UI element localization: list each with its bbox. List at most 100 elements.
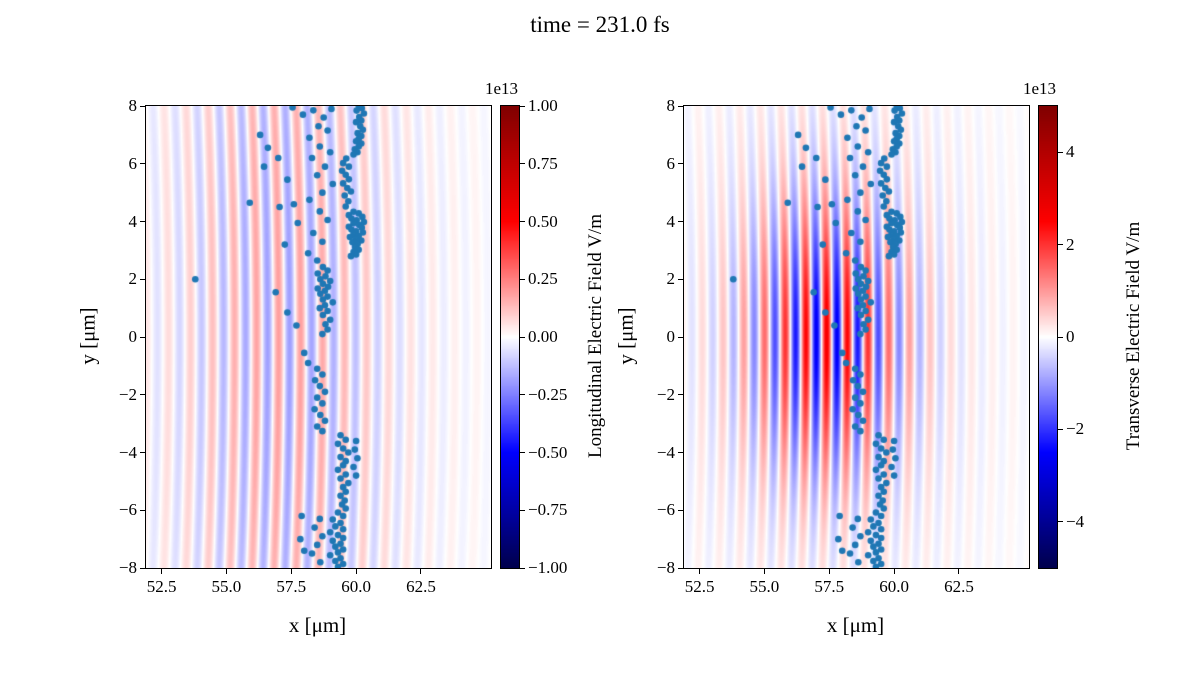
y-tick-label: 4 (128, 211, 138, 231)
y-tick-label: 8 (666, 96, 676, 115)
y-tick-mark (678, 394, 683, 396)
x-tick-label: 52.5 (684, 577, 715, 596)
y-tick-label: −6 (118, 500, 137, 520)
colorbar-tick-label: −4 (1066, 511, 1085, 531)
colorbar-tick-mark (520, 452, 525, 453)
y-tick-mark (678, 452, 683, 453)
x-tick-mark (958, 569, 960, 574)
x-tick-mark (161, 569, 163, 574)
y-tick-label: −6 (656, 500, 675, 520)
colorbar-transverse (1038, 105, 1058, 569)
x-tick-label: 62.5 (944, 577, 974, 596)
x-tick-label: 60.0 (879, 577, 909, 596)
colorbar-tick-label: 0.00 (528, 327, 558, 346)
y-tick-mark (678, 221, 683, 222)
x-tick-mark (828, 569, 830, 574)
colorbar-tick-label: 2 (1066, 234, 1075, 254)
y-tick-mark (678, 336, 683, 338)
y-tick-label: −4 (118, 442, 137, 462)
plot-area-longitudinal (145, 105, 492, 569)
colorbar-tick-label: −0.25 (528, 384, 568, 404)
y-tick-mark (678, 105, 683, 107)
colorbar-tick-label: 1.00 (528, 96, 558, 115)
y-tick-label: 2 (666, 269, 676, 289)
y-tick-mark (678, 278, 683, 280)
colorbar-tick-mark (1058, 521, 1063, 523)
x-tick-mark (355, 569, 357, 574)
colorbar-gradient-transverse (1039, 106, 1057, 568)
x-tick-label: 55.0 (749, 577, 780, 596)
colorbar-tick-mark (520, 567, 525, 569)
colorbar-offset-text: 1e13 (1022, 79, 1056, 98)
colorbar-tick-mark (1058, 336, 1063, 338)
x-tick-mark (763, 569, 765, 574)
y-tick-mark (678, 567, 683, 569)
colorbar-tick-mark (1058, 151, 1063, 153)
y-tick-mark (140, 336, 145, 338)
x-axis-label: x [μm] (288, 613, 347, 637)
colorbar-gradient-longitudinal (501, 106, 519, 568)
colorbar-tick-label: −0.50 (528, 442, 568, 462)
x-tick-label: 57.5 (276, 577, 307, 596)
colorbar-tick-mark (520, 278, 525, 280)
y-tick-label: −4 (656, 442, 675, 462)
x-axis-label: x [μm] (826, 613, 885, 637)
x-tick-label: 55.0 (211, 577, 242, 596)
colorbar-label-transverse: Transverse Electric Field V/m (1123, 221, 1144, 451)
y-tick-label: 0 (666, 327, 676, 346)
y-tick-mark (140, 567, 145, 569)
colorbar-tick-label: −2 (1066, 419, 1085, 439)
y-tick-label: 0 (128, 327, 138, 346)
x-tick-label: 52.5 (146, 577, 177, 596)
x-tick-label: 57.5 (814, 577, 845, 596)
figure-title: time = 231.0 fs (530, 12, 670, 37)
y-tick-mark (140, 105, 145, 107)
colorbar-tick-mark (520, 221, 525, 222)
y-tick-mark (678, 509, 683, 511)
colorbar-tick-mark (520, 336, 525, 338)
colorbar-tick-label: 0.75 (528, 153, 558, 173)
colorbar-tick-mark (1058, 244, 1063, 246)
colorbar-longitudinal (500, 105, 520, 569)
x-tick-mark (699, 569, 701, 574)
heatmap-canvas-longitudinal (146, 106, 491, 568)
y-tick-label: −2 (656, 384, 675, 404)
y-tick-mark (140, 394, 145, 396)
y-tick-label: 8 (128, 96, 138, 115)
x-tick-mark (290, 569, 292, 574)
colorbar-tick-label: 4 (1066, 142, 1075, 162)
y-tick-label: 4 (666, 211, 676, 231)
colorbar-tick-mark (520, 163, 525, 165)
y-tick-mark (140, 452, 145, 453)
x-tick-mark (893, 569, 895, 574)
x-tick-label: 62.5 (406, 577, 436, 596)
x-tick-mark (225, 569, 227, 574)
colorbar-tick-label: 0 (1066, 327, 1075, 346)
y-tick-label: 6 (128, 153, 138, 173)
x-tick-mark (420, 569, 422, 574)
colorbar-tick-mark (520, 394, 525, 396)
heatmap-canvas-transverse (684, 106, 1029, 568)
x-tick-label: 60.0 (341, 577, 371, 596)
y-tick-mark (140, 509, 145, 511)
y-tick-label: −8 (118, 558, 137, 577)
y-tick-label: −8 (656, 558, 675, 577)
colorbar-tick-label: −0.75 (528, 500, 568, 520)
colorbar-tick-mark (520, 509, 525, 511)
y-tick-mark (678, 163, 683, 165)
y-tick-label: −2 (118, 384, 137, 404)
y-tick-label: 2 (128, 269, 138, 289)
y-tick-mark (140, 221, 145, 222)
y-tick-mark (140, 163, 145, 165)
colorbar-offset-text: 1e13 (484, 79, 518, 98)
colorbar-tick-mark (1058, 428, 1063, 430)
colorbar-tick-label: 0.50 (528, 211, 558, 231)
colorbar-tick-label: 0.25 (528, 269, 558, 289)
y-tick-mark (140, 278, 145, 280)
y-tick-label: 6 (666, 153, 676, 173)
plot-area-transverse (683, 105, 1030, 569)
colorbar-tick-mark (520, 105, 525, 107)
